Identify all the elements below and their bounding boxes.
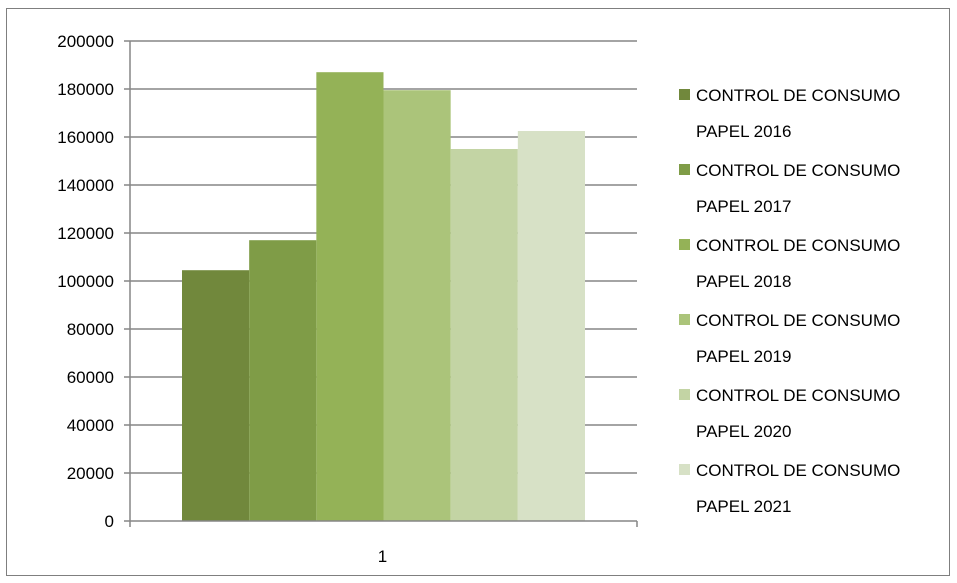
legend-label: PAPEL 2018 [696, 272, 791, 291]
y-tick-label: 0 [105, 512, 114, 531]
legend-label: CONTROL DE CONSUMO [696, 86, 900, 105]
y-tick-label: 160000 [57, 128, 114, 147]
y-tick-label: 120000 [57, 224, 114, 243]
legend-label: PAPEL 2017 [696, 197, 791, 216]
y-tick-label: 100000 [57, 272, 114, 291]
y-tick-label: 180000 [57, 80, 114, 99]
legend-swatch [679, 314, 690, 325]
legend-swatch [679, 239, 690, 250]
bar [182, 270, 250, 521]
bar [383, 90, 451, 521]
legend-label: PAPEL 2021 [696, 497, 791, 516]
y-tick-label: 140000 [57, 176, 114, 195]
legend-label: PAPEL 2019 [696, 347, 791, 366]
y-tick-label: 60000 [67, 368, 114, 387]
legend-label: CONTROL DE CONSUMO [696, 311, 900, 330]
legend-label: CONTROL DE CONSUMO [696, 161, 900, 180]
y-tick-label: 80000 [67, 320, 114, 339]
legend-label: CONTROL DE CONSUMO [696, 236, 900, 255]
bar [517, 131, 585, 521]
y-tick-label: 40000 [67, 416, 114, 435]
bar [450, 149, 518, 521]
y-tick-label: 200000 [57, 32, 114, 51]
legend-label: PAPEL 2016 [696, 122, 791, 141]
y-tick-label: 20000 [67, 464, 114, 483]
x-tick-labels: 1 [378, 547, 387, 566]
bars [182, 72, 585, 521]
legend: CONTROL DE CONSUMO PAPEL 2016 CONTROL DE C… [679, 86, 900, 516]
y-tick-labels: 0 20000 40000 60000 80000 100000 120000 140000 1… [57, 32, 114, 531]
legend-swatch [679, 164, 690, 175]
legend-label: CONTROL DE CONSUMO [696, 461, 900, 480]
legend-swatch [679, 89, 690, 100]
legend-swatch [679, 464, 690, 475]
bar [249, 240, 317, 521]
legend-label: PAPEL 2020 [696, 422, 791, 441]
legend-label: CONTROL DE CONSUMO [696, 386, 900, 405]
legend-swatch [679, 389, 690, 400]
x-tick-label: 1 [378, 547, 387, 566]
bar [316, 72, 384, 521]
axes [124, 40, 638, 527]
